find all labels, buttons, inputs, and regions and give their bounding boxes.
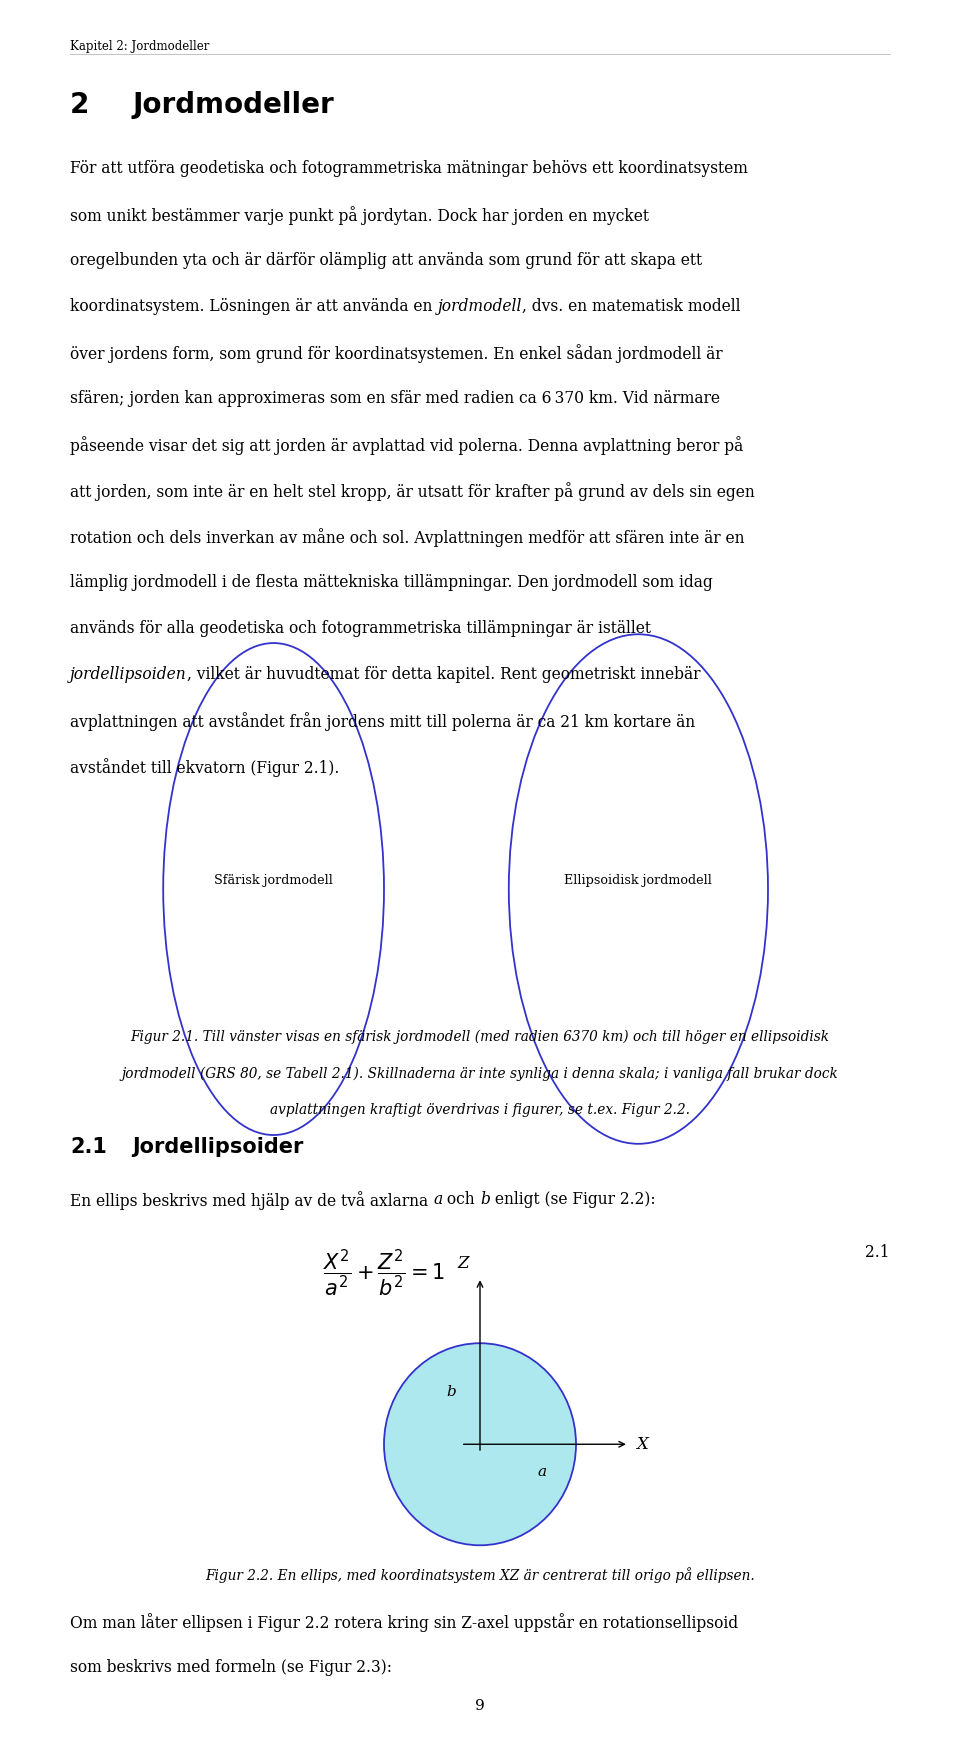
Text: En ellips beskrivs med hjälp av de två axlarna: En ellips beskrivs med hjälp av de två a… [70,1191,433,1211]
Text: att jorden, som inte är en helt stel kropp, är utsatt för krafter på grund av de: att jorden, som inte är en helt stel kro… [70,481,755,501]
Text: och: och [443,1191,480,1209]
Text: jordmodell: jordmodell [438,299,522,315]
Text: lämplig jordmodell i de flesta mättekniska tillämpningar. Den jordmodell som ida: lämplig jordmodell i de flesta mätteknis… [70,575,713,590]
Text: 2.1: 2.1 [865,1244,890,1262]
Text: rotation och dels inverkan av måne och sol. Avplattningen medför att sfären inte: rotation och dels inverkan av måne och s… [70,529,745,546]
Text: , vilket är huvudtemat för detta kapitel. Rent geometriskt innebär: , vilket är huvudtemat för detta kapitel… [187,666,701,683]
Text: jordmodell (GRS 80, se Tabell 2.1). Skillnaderna är inte synliga i denna skala; : jordmodell (GRS 80, se Tabell 2.1). Skil… [122,1066,838,1081]
Text: $\dfrac{X^2}{a^2}+\dfrac{Z^2}{b^2}=1$: $\dfrac{X^2}{a^2}+\dfrac{Z^2}{b^2}=1$ [323,1247,445,1298]
Ellipse shape [384,1342,576,1546]
Text: a: a [433,1191,443,1209]
Text: används för alla geodetiska och fotogrammetriska tillämpningar är istället: används för alla geodetiska och fotogram… [70,620,651,638]
Text: Jordellipsoider: Jordellipsoider [132,1137,304,1156]
Text: Z: Z [457,1254,468,1272]
Text: För att utföra geodetiska och fotogrammetriska mätningar behövs ett koordinatsys: För att utföra geodetiska och fotogramme… [70,160,748,177]
Text: Jordmodeller: Jordmodeller [132,91,334,119]
Text: som unikt bestämmer varje punkt på jordytan. Dock har jorden en mycket: som unikt bestämmer varje punkt på jordy… [70,206,649,225]
Text: avplattningen att avståndet från jordens mitt till polerna är ca 21 km kortare ä: avplattningen att avståndet från jordens… [70,712,695,731]
Text: avplattningen kraftigt överdrivas i figurer, se t.ex. Figur 2.2.: avplattningen kraftigt överdrivas i figu… [270,1103,690,1117]
Text: 2: 2 [70,91,89,119]
Text: oregelbunden yta och är därför olämplig att använda som grund för att skapa ett: oregelbunden yta och är därför olämplig … [70,251,702,269]
Text: som beskrivs med formeln (se Figur 2.3):: som beskrivs med formeln (se Figur 2.3): [70,1659,392,1676]
Text: Kapitel 2: Jordmodeller: Kapitel 2: Jordmodeller [70,39,209,53]
Text: , dvs. en matematisk modell: , dvs. en matematisk modell [522,299,740,315]
Text: Ellipsoidisk jordmodell: Ellipsoidisk jordmodell [564,873,712,887]
Text: Om man låter ellipsen i Figur 2.2 rotera kring sin Z-axel uppstår en rotationsel: Om man låter ellipsen i Figur 2.2 rotera… [70,1613,738,1632]
Text: Figur 2.1. Till vänster visas en sfärisk jordmodell (med radien 6370 km) och til: Figur 2.1. Till vänster visas en sfärisk… [131,1030,829,1044]
Text: enligt (se Figur 2.2):: enligt (se Figur 2.2): [490,1191,656,1209]
Text: påseende visar det sig att jorden är avplattad vid polerna. Denna avplattning be: påseende visar det sig att jorden är avp… [70,436,743,455]
Text: sfären; jorden kan approximeras som en sfär med radien ca 6 370 km. Vid närmare: sfären; jorden kan approximeras som en s… [70,390,720,408]
Text: 9: 9 [475,1699,485,1713]
Text: över jordens form, som grund för koordinatsystemen. En enkel sådan jordmodell är: över jordens form, som grund för koordin… [70,344,723,364]
Text: 2.1: 2.1 [70,1137,107,1156]
Text: avståndet till ekvatorn (Figur 2.1).: avståndet till ekvatorn (Figur 2.1). [70,759,340,777]
Text: Figur 2.2. En ellips, med koordinatsystem XZ är centrerat till origo på ellipsen: Figur 2.2. En ellips, med koordinatsyste… [205,1567,755,1583]
Text: X: X [636,1435,648,1453]
Text: koordinatsystem. Lösningen är att använda en: koordinatsystem. Lösningen är att använd… [70,299,438,315]
Text: a: a [538,1465,547,1479]
Text: Sfärisk jordmodell: Sfärisk jordmodell [214,873,333,887]
Text: b: b [446,1385,456,1399]
Text: jordellipsoiden: jordellipsoiden [70,666,187,683]
Text: b: b [480,1191,490,1209]
